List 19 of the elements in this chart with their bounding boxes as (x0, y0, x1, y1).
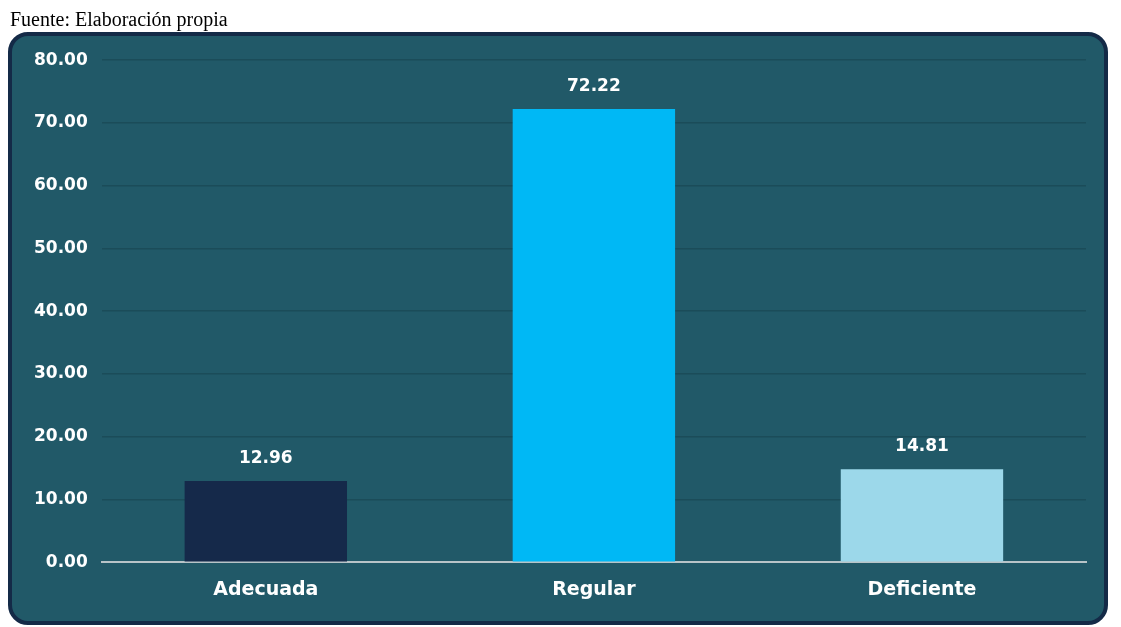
y-tick-label: 0.00 (45, 550, 88, 571)
data-label: 72.22 (567, 74, 621, 95)
y-tick-label: 70.00 (33, 111, 88, 132)
y-tick-label: 80.00 (33, 48, 88, 69)
x-tick-label: Regular (552, 576, 637, 599)
bar (840, 469, 1004, 562)
y-tick-label: 20.00 (33, 425, 88, 446)
y-tick-label: 60.00 (33, 174, 88, 195)
data-label: 12.96 (238, 446, 293, 467)
y-tick-label: 50.00 (33, 236, 88, 257)
y-tick-label: 30.00 (33, 362, 88, 383)
y-tick-label: 40.00 (33, 299, 88, 320)
data-label: 14.81 (895, 435, 949, 456)
x-tick-label: Adecuada (213, 576, 319, 599)
x-tick-label: Deficiente (867, 576, 977, 599)
bar (512, 109, 676, 562)
bar (184, 480, 348, 562)
source-note: Fuente: Elaboración propia (10, 8, 229, 30)
y-tick-label: 10.00 (33, 487, 88, 508)
